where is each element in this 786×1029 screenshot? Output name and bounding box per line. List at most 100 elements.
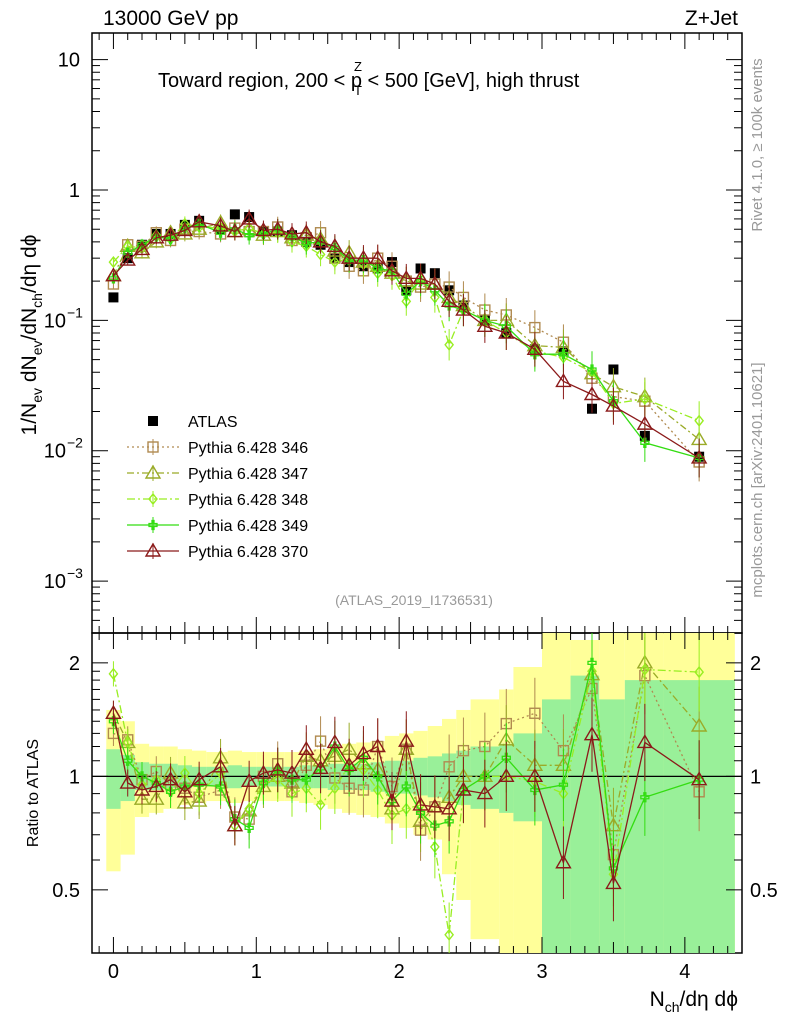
ylabel-b-sub: ev [29,340,45,355]
ratio-point-4-2 [133,781,151,796]
ratio-point-4-1 [119,774,136,789]
ratio-point-4-25 [476,785,494,800]
main-point-4-29 [587,364,597,375]
ylabel-c: /dN [18,308,41,341]
ratio-point-3-23 [444,816,454,827]
main-point-4-31 [640,437,650,448]
main-point-5-17 [355,249,372,264]
legend-label-3: Pythia 6.428 348 [188,492,308,509]
main-series-layer [105,209,708,482]
ratio-point-3-12 [287,774,297,785]
ratio-point-4-21 [412,796,429,811]
xlabel-a-sub: ch [665,999,680,1015]
main-ylabel: 1/Nev dNev/dNch/dη dϕ [18,235,45,436]
main-point-4-17 [358,254,369,266]
ratio-point-4-3 [148,778,165,793]
ratio-point-2-15 [329,782,340,795]
header-left: 13000 GeV pp [103,7,238,30]
main-point-3-14 [315,248,326,261]
ratio-line-4 [112,713,700,884]
mcplots-label: mcplots.cern.ch [arXiv:2401.10621] [749,362,766,597]
ratio-point-1-3 [148,790,165,805]
ratio-point-3-29 [587,657,597,669]
ratio-xtick-label-1: 1 [251,961,262,983]
main-ytick-exp-2: −1 [67,304,83,320]
main-point-5-26 [498,324,515,339]
main-point-4-7 [215,227,226,238]
plot-title: Toward region, 200 < pZ T < 500 [GeV], hi… [158,59,580,98]
main-point-4-21 [415,275,426,287]
main-point-2-5 [176,225,194,240]
ratio-point-4-29 [583,726,601,741]
main-point-5-19 [383,262,401,277]
ratio-xlabel: Nch/dη dϕ [650,988,738,1015]
ratio-point-4-31 [636,734,654,749]
ratio-point-2-0 [108,667,119,680]
ratio-point-3-25 [480,771,490,782]
ratio-point-3-4 [165,786,176,797]
ratio-point-4-6 [190,771,208,786]
main-point-4-20 [401,288,411,299]
main-point-4-28 [558,349,569,360]
ratio-point-3-16 [344,764,354,776]
main-point-5-13 [298,224,315,239]
main-ytick-label-1: 1 [69,180,80,202]
main-point-5-31 [636,415,654,430]
main-point-4-27 [530,349,540,360]
ratio-point-3-26 [501,752,511,763]
main-point-3-15 [329,255,340,269]
header-right: Z+Jet [685,7,738,30]
main-point-5-21 [412,269,429,285]
ratio-point-3-22 [430,820,440,831]
ratio-point-4-15 [326,734,344,749]
ratio-point-4-13 [298,740,315,755]
main-series-5 [105,209,708,478]
main-point-5-27 [526,340,544,355]
legend-marker-1 [147,441,159,453]
ratio-band-inner-27 [513,733,542,822]
ratio-point-4-22 [426,798,444,813]
plot-title-sup: Z [354,59,362,74]
legend-label-5: Pythia 6.428 370 [188,544,308,561]
ratio-point-3-1 [123,755,133,766]
ratio-point-0-27 [529,707,541,719]
plot-title-sub: T [354,83,362,98]
xlabel-b: /dη dϕ [680,988,738,1011]
ratio-band-inner-31 [624,680,664,953]
ratio-ylabel: Ratio to ATLAS [25,739,42,847]
ratio-point-4-28 [555,854,572,869]
ratio-point-4-16 [340,756,358,771]
main-ytick-label-0: 10 [58,50,80,72]
main-point-5-23 [440,292,458,308]
ratio-point-3-28 [558,779,569,790]
legend-marker-4 [148,519,158,531]
ylabel-b: dN [18,355,41,388]
main-point-4-6 [194,218,204,229]
legend-marker-2 [144,464,162,479]
ratio-point-4-30 [605,875,622,890]
ratio-point-4-11 [269,761,286,776]
ratio-point-3-20 [401,781,411,792]
legend-marker-0 [148,416,158,426]
ratio-point-3-30 [608,863,619,874]
main-point-3-32 [694,414,705,427]
main-ytick-label-2: 10 [44,310,66,332]
ratio-point-4-19 [383,792,401,807]
legend: ATLAS Pythia 6.428 346 Pythia 6.428 347 Pyt… [127,414,308,561]
main-point-5-1 [119,251,136,266]
main-point-5-12 [283,225,301,240]
main-point-3-0 [108,255,119,269]
main-panel-frame [91,32,743,634]
ylabel-c-sub: ch [29,293,45,308]
ratio-panel-frame [91,632,743,954]
ratio-point-3-2 [137,771,147,782]
plot-title-post: < 500 [GeV], high thrust [362,70,580,92]
ratio-ytick-label-left-2: 2 [69,653,80,675]
main-point-5-2 [133,241,151,256]
legend-marker-5 [144,542,162,557]
main-series-4 [108,215,704,478]
main-point-4-9 [244,230,254,241]
analysis-watermark: (ATLAS_2019_I1736531) [335,592,493,608]
ratio-point-4-20 [398,732,415,747]
